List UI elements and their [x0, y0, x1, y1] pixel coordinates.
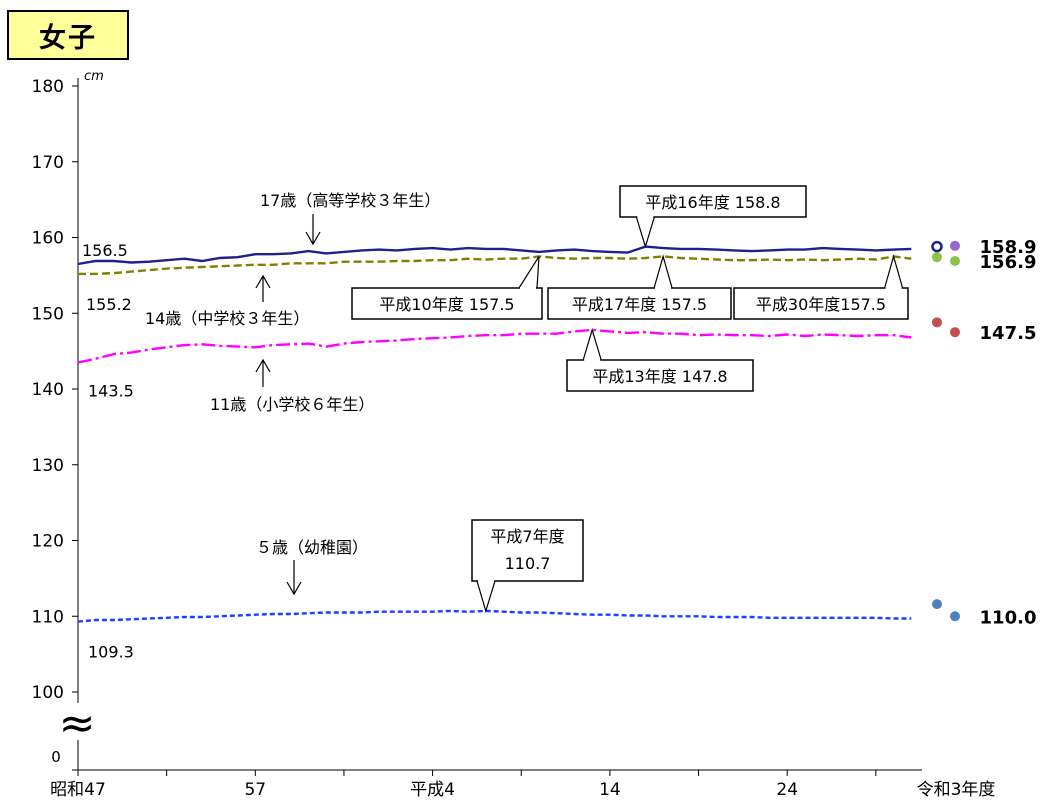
- callout-text: 平成7年度: [490, 527, 564, 546]
- callout-text: 平成13年度 147.8: [592, 367, 727, 386]
- callout-text: 平成17年度 157.5: [572, 295, 707, 314]
- series-line-age11: [77, 328, 912, 364]
- callout-box: [619, 185, 807, 218]
- callout-box: [471, 519, 584, 582]
- y-tick-label: 120: [32, 532, 64, 552]
- callout-box: [566, 359, 754, 392]
- y-tick-label: 130: [32, 456, 64, 476]
- annotation-label-age5: ５歳（幼稚園）: [256, 538, 368, 557]
- series-start-label: 155.2: [86, 295, 132, 314]
- annotation-arrowhead: [286, 581, 302, 596]
- y-axis-unit-label: cm: [84, 69, 104, 84]
- y-break-zero-label: 0: [51, 748, 61, 766]
- series-marker-age17: [931, 240, 943, 253]
- series-marker-age17: [950, 240, 960, 251]
- series-marker-age14: [950, 255, 960, 266]
- series-line-age14: [78, 255, 912, 276]
- chart-title: 女子: [7, 10, 129, 60]
- y-tick-label: 100: [32, 683, 64, 703]
- series-end-label-age14: 156.9: [980, 252, 1037, 273]
- callout-box: [547, 287, 732, 320]
- x-tick-label: 24: [776, 780, 798, 800]
- annotation-label-age17: 17歳（高等学校３年生）: [260, 191, 440, 210]
- annotation-arrowhead: [255, 274, 271, 289]
- callout-text: 平成10年度 157.5: [379, 295, 514, 314]
- x-tick-label: 昭和47: [50, 780, 106, 800]
- x-tick-label: 14: [599, 780, 621, 800]
- annotation-arrowhead: [305, 231, 321, 246]
- callout-text: 平成16年度 158.8: [645, 193, 780, 212]
- callout-text: 平成30年度157.5: [756, 295, 886, 314]
- series-marker-age5: [932, 599, 942, 610]
- callout-pointer: [653, 254, 673, 289]
- series-marker-age14: [932, 252, 942, 263]
- y-tick-label: 170: [32, 153, 64, 173]
- y-tick-label: 150: [32, 304, 64, 324]
- series-end-label-age17: 158.9: [980, 237, 1037, 258]
- y-tick-label: 180: [32, 77, 64, 97]
- series-end-label-age11: 147.5: [980, 323, 1037, 344]
- callout-text: 110.7: [505, 554, 551, 573]
- y-tick-label: 160: [32, 229, 64, 249]
- series-marker-age5: [950, 611, 960, 622]
- callout-pointer: [635, 216, 656, 249]
- callout-pointer: [517, 256, 540, 289]
- series-marker-age11: [950, 327, 960, 338]
- callout-pointer: [883, 254, 904, 289]
- series-marker-age11: [932, 317, 942, 328]
- y-tick-label: 140: [32, 380, 64, 400]
- series-line-age5: [77, 609, 912, 623]
- x-tick-label: 平成4: [410, 780, 455, 800]
- x-tick-label: 令和3年度: [917, 780, 996, 800]
- series-start-label: 156.5: [82, 241, 128, 260]
- callout-box: [733, 287, 909, 320]
- series-start-label: 143.5: [88, 381, 134, 400]
- series-start-label: 109.3: [88, 643, 134, 662]
- annotation-label-age11: 11歳（小学校６年生）: [210, 395, 374, 414]
- x-tick-label: 57: [244, 780, 266, 800]
- series-line-age17: [77, 245, 912, 266]
- annotation-label-age14: 14歳（中学校３年生）: [145, 309, 309, 328]
- y-tick-label: 110: [32, 607, 64, 627]
- axis-break-symbol: ≈: [59, 698, 96, 749]
- annotation-arrowhead: [255, 358, 271, 373]
- callout-box: [351, 287, 543, 320]
- callout-pointer: [476, 580, 496, 613]
- series-end-label-age5: 110.0: [980, 607, 1037, 628]
- callout-pointer: [582, 327, 602, 361]
